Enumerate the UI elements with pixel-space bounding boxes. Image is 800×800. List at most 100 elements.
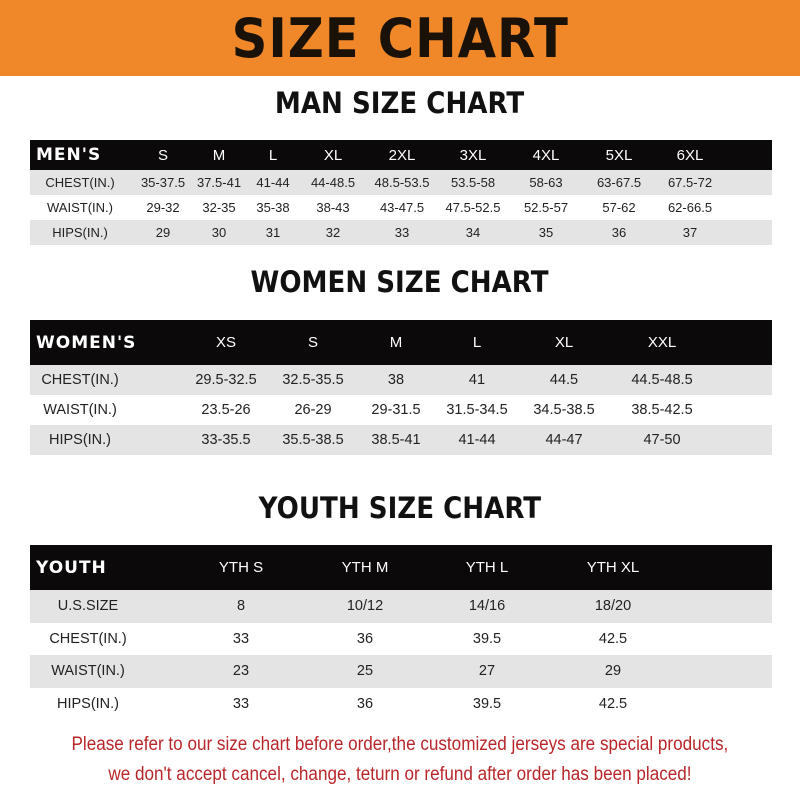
- notice-line-1: Please refer to our size chart before or…: [71, 734, 729, 755]
- measurement-cell: 35-38: [256, 200, 290, 215]
- measurement-cell: 38.5-42.5: [631, 402, 693, 418]
- table-row: WAIST(IN.) 29-32 32-35 35-38 38-43 43-47.5 47.…: [30, 195, 772, 220]
- measurement-cell: 34.5-38.5: [533, 402, 595, 418]
- size-column-header: 6XL: [676, 146, 704, 164]
- row-label: CHEST(IN.): [49, 630, 127, 647]
- row-label: CHEST(IN.): [41, 372, 119, 388]
- measurement-cell: 36: [356, 695, 374, 712]
- row-label: HIPS(IN.): [56, 695, 120, 712]
- measurement-cell: 36: [356, 630, 374, 647]
- measurement-cell: 57-62: [602, 200, 636, 215]
- measurement-cell: 36: [611, 225, 627, 240]
- measurement-cell: 47-50: [643, 432, 681, 448]
- measurement-cell: 41: [468, 372, 486, 388]
- notice-line-2: we don't accept cancel, change, teturn o…: [108, 764, 692, 785]
- measurement-cell: 29.5-32.5: [195, 372, 257, 388]
- measurement-cell: 30: [211, 225, 227, 240]
- size-column-header: L: [472, 334, 482, 351]
- women-header-row: WOMEN'S XS S M L XL XXL: [30, 320, 772, 365]
- measurement-cell: 14/16: [468, 598, 506, 615]
- measurement-cell: 58-63: [529, 175, 563, 190]
- measurement-cell: 39.5: [472, 695, 502, 712]
- youth-title: YOUTH SIZE CHART: [258, 491, 542, 525]
- size-column-header: XS: [215, 334, 237, 351]
- row-label: HIPS(IN.): [48, 432, 112, 448]
- measurement-cell: 38-43: [316, 200, 350, 215]
- size-column-header: 4XL: [532, 146, 560, 164]
- measurement-cell: 25: [356, 663, 374, 680]
- measurement-cell: 35: [538, 225, 554, 240]
- women-header-label: WOMEN'S: [36, 332, 137, 353]
- table-row: CHEST(IN.) 33 36 39.5 42.5: [30, 622, 772, 655]
- measurement-cell: 33: [394, 225, 410, 240]
- size-column-header: 5XL: [605, 146, 633, 164]
- size-chart-banner: SIZE CHART: [0, 0, 800, 76]
- size-column-header: YTH M: [341, 559, 389, 576]
- measurement-cell: 23.5-26: [201, 402, 251, 418]
- table-row: CHEST(IN.) 29.5-32.5 32.5-35.5 38 41 44.5 44.5…: [30, 365, 772, 395]
- size-column-header: S: [157, 146, 169, 164]
- size-column-header: XL: [554, 334, 574, 351]
- table-row: HIPS(IN.) 29 30 31 32 33 34 35 36 37: [30, 220, 772, 245]
- measurement-cell: 47.5-52.5: [445, 200, 501, 215]
- measurement-cell: 38: [387, 372, 405, 388]
- measurement-cell: 37: [682, 225, 698, 240]
- row-label: U.S.SIZE: [57, 598, 119, 615]
- size-column-header: 3XL: [459, 146, 487, 164]
- measurement-cell: 32.5-35.5: [282, 372, 344, 388]
- size-column-header: XL: [323, 146, 343, 164]
- banner-title: SIZE CHART: [231, 6, 569, 70]
- youth-size-table: YOUTH YTH S YTH M YTH L YTH XL U.S.SIZE 8 10/12…: [30, 545, 772, 720]
- measurement-cell: 29-32: [146, 200, 180, 215]
- size-column-header: XXL: [647, 334, 677, 351]
- measurement-cell: 41-44: [256, 175, 290, 190]
- men-size-table: MEN'S S M L XL 2XL 3XL 4XL 5XL 6XL CHEST(IN.) 35-37…: [30, 140, 772, 245]
- measurement-cell: 62-66.5: [667, 200, 713, 215]
- measurement-cell: 63-67.5: [596, 175, 642, 190]
- measurement-cell: 42.5: [598, 695, 628, 712]
- measurement-cell: 38.5-41: [371, 432, 421, 448]
- table-row: WAIST(IN.) 23.5-26 26-29 29-31.5 31.5-34.5 34…: [30, 395, 772, 425]
- measurement-cell: 44-47: [545, 432, 583, 448]
- measurement-cell: 35-37.5: [140, 175, 186, 190]
- row-label: WAIST(IN.): [47, 200, 113, 215]
- measurement-cell: 27: [478, 663, 496, 680]
- measurement-cell: 32: [325, 225, 341, 240]
- measurement-cell: 31: [265, 225, 281, 240]
- women-title: WOMEN SIZE CHART: [251, 265, 549, 299]
- size-column-header: YTH XL: [586, 559, 640, 576]
- table-row: WAIST(IN.) 23 25 27 29: [30, 655, 772, 688]
- youth-header-label: YOUTH: [36, 557, 107, 578]
- table-row: U.S.SIZE 8 10/12 14/16 18/20: [30, 590, 772, 623]
- measurement-cell: 29-31.5: [371, 402, 421, 418]
- measurement-cell: 35.5-38.5: [282, 432, 344, 448]
- measurement-cell: 29: [155, 225, 171, 240]
- measurement-cell: 10/12: [346, 598, 384, 615]
- measurement-cell: 43-47.5: [379, 200, 425, 215]
- measurement-cell: 23: [232, 663, 250, 680]
- youth-header-row: YOUTH YTH S YTH M YTH L YTH XL: [30, 545, 772, 590]
- measurement-cell: 26-29: [294, 402, 332, 418]
- measurement-cell: 31.5-34.5: [446, 402, 508, 418]
- measurement-cell: 33: [232, 695, 250, 712]
- measurement-cell: 18/20: [594, 598, 632, 615]
- measurement-cell: 67.5-72: [667, 175, 713, 190]
- size-column-header: S: [307, 334, 319, 351]
- men-header-row: MEN'S S M L XL 2XL 3XL 4XL 5XL 6XL: [30, 140, 772, 170]
- men-title: MAN SIZE CHART: [275, 86, 525, 120]
- row-label: WAIST(IN.): [51, 663, 125, 680]
- table-row: HIPS(IN.) 33-35.5 35.5-38.5 38.5-41 41-44 44-…: [30, 425, 772, 455]
- measurement-cell: 8: [236, 598, 246, 615]
- size-column-header: YTH L: [465, 559, 509, 576]
- measurement-cell: 29: [604, 663, 622, 680]
- measurement-cell: 44.5: [549, 372, 579, 388]
- row-label: HIPS(IN.): [52, 225, 108, 240]
- measurement-cell: 42.5: [598, 630, 628, 647]
- measurement-cell: 33-35.5: [201, 432, 251, 448]
- table-row: CHEST(IN.) 35-37.5 37.5-41 41-44 44-48.5 48.5…: [30, 170, 772, 195]
- size-column-header: M: [212, 146, 226, 164]
- measurement-cell: 52.5-57: [523, 200, 569, 215]
- table-row: HIPS(IN.) 33 36 39.5 42.5: [30, 687, 772, 720]
- measurement-cell: 48.5-53.5: [374, 175, 430, 190]
- measurement-cell: 41-44: [458, 432, 496, 448]
